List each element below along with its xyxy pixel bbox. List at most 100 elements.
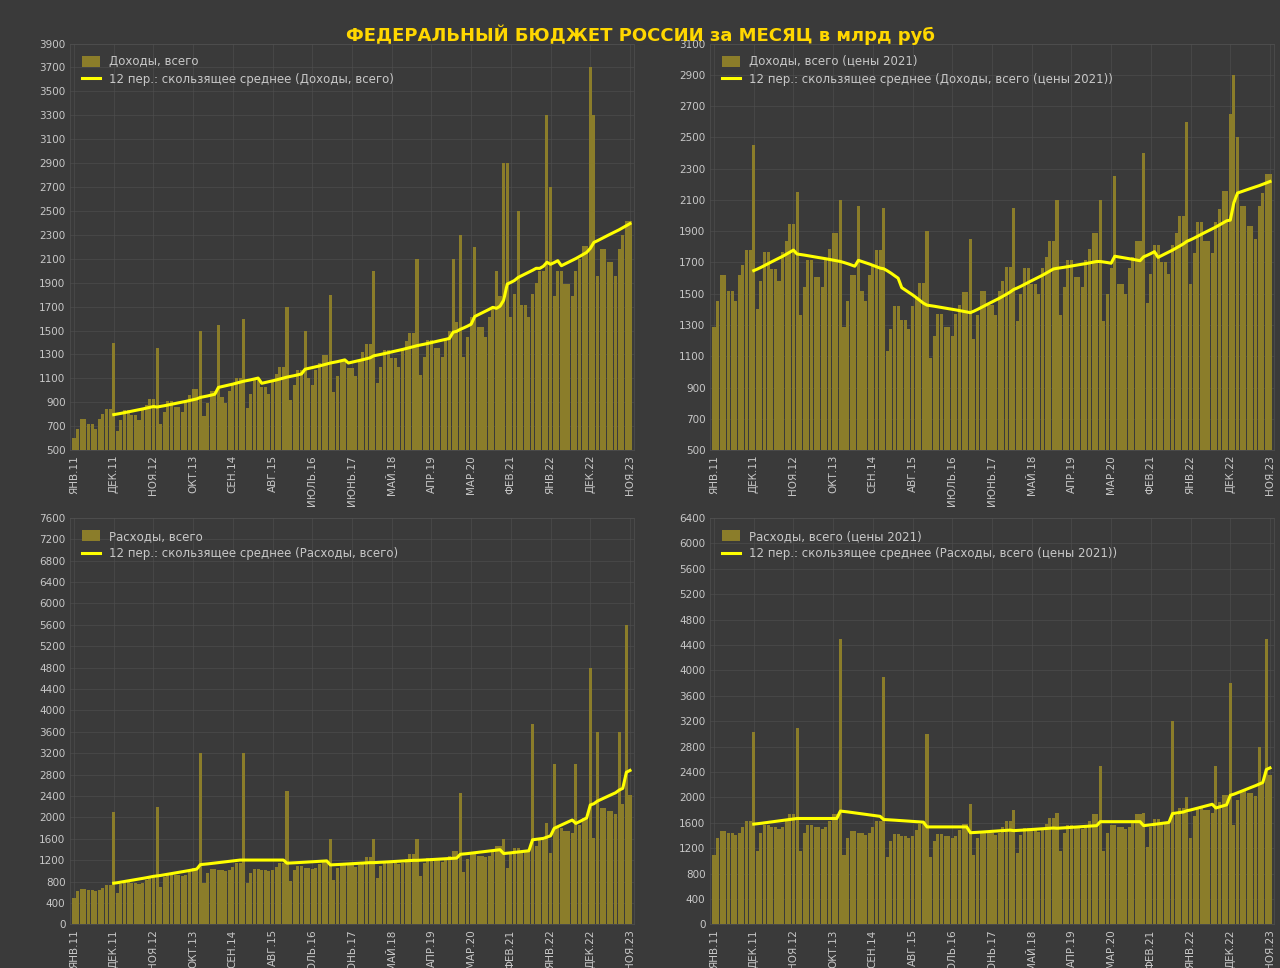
Text: ФЕДЕРАЛЬНЫЙ БЮДЖЕТ РОССИИ за МЕСЯЦ в млрд руб: ФЕДЕРАЛЬНЫЙ БЮДЖЕТ РОССИИ за МЕСЯЦ в млр… xyxy=(346,24,934,45)
Bar xyxy=(1066,825,1069,924)
Bar xyxy=(824,828,827,924)
Bar xyxy=(293,385,296,510)
Bar xyxy=(404,859,408,924)
Bar xyxy=(589,68,591,510)
Bar xyxy=(1157,245,1160,529)
Bar xyxy=(462,357,466,510)
Bar xyxy=(896,306,900,529)
Bar xyxy=(1193,816,1196,924)
Bar xyxy=(307,868,310,924)
Bar xyxy=(918,824,922,924)
Bar xyxy=(127,409,129,510)
Bar xyxy=(268,871,270,924)
Bar xyxy=(1124,294,1128,529)
Bar xyxy=(911,835,914,924)
Bar xyxy=(961,292,965,529)
Bar xyxy=(422,863,426,924)
Bar xyxy=(1056,813,1059,924)
Bar xyxy=(1254,239,1257,529)
Bar xyxy=(220,870,224,924)
Bar xyxy=(1019,294,1023,529)
Bar xyxy=(1019,835,1023,924)
Bar xyxy=(333,391,335,510)
Bar xyxy=(806,260,809,529)
Bar xyxy=(947,327,950,529)
Bar xyxy=(799,851,803,924)
Bar xyxy=(275,374,278,510)
Bar xyxy=(731,291,733,529)
Bar xyxy=(1217,802,1221,924)
Bar xyxy=(1106,294,1108,529)
Bar xyxy=(317,864,321,924)
Bar xyxy=(1135,241,1138,529)
Bar xyxy=(166,401,169,510)
Bar xyxy=(408,854,411,924)
Bar xyxy=(951,837,954,924)
Bar xyxy=(484,337,488,510)
Bar xyxy=(1076,277,1080,529)
Bar xyxy=(145,405,147,510)
Bar xyxy=(792,814,795,924)
Bar xyxy=(300,866,303,924)
Bar xyxy=(1070,825,1073,924)
Bar xyxy=(973,856,975,924)
Bar xyxy=(184,401,187,510)
Bar xyxy=(1016,321,1019,529)
Bar xyxy=(91,424,93,510)
Bar xyxy=(444,861,448,924)
Bar xyxy=(607,811,609,924)
Bar xyxy=(577,258,581,510)
Bar xyxy=(810,825,813,924)
Bar xyxy=(788,225,791,529)
Bar xyxy=(1062,832,1066,924)
Bar xyxy=(456,321,458,510)
Bar xyxy=(159,887,163,924)
Bar xyxy=(238,378,242,510)
Bar xyxy=(440,862,444,924)
Bar xyxy=(1239,790,1243,924)
Bar xyxy=(1009,821,1011,924)
Bar xyxy=(198,330,202,510)
Bar xyxy=(397,367,401,510)
Bar xyxy=(372,271,375,510)
Bar xyxy=(727,291,730,529)
Bar xyxy=(1171,245,1174,529)
Bar xyxy=(390,862,393,924)
Bar xyxy=(1268,173,1271,529)
Bar xyxy=(137,884,141,924)
Bar xyxy=(347,865,349,924)
Bar xyxy=(387,349,389,510)
Bar xyxy=(506,164,508,510)
Bar xyxy=(723,831,726,924)
Bar xyxy=(253,380,256,510)
Bar xyxy=(477,327,480,510)
Bar xyxy=(545,115,549,510)
Bar xyxy=(979,831,983,924)
Bar xyxy=(531,294,534,510)
Bar xyxy=(253,868,256,924)
Bar xyxy=(792,225,795,529)
Bar xyxy=(1009,266,1011,529)
Bar xyxy=(1203,810,1207,924)
Bar xyxy=(549,187,552,510)
Bar xyxy=(876,821,878,924)
Bar xyxy=(426,859,429,924)
Bar xyxy=(361,352,365,510)
Bar xyxy=(502,839,506,924)
Bar xyxy=(236,378,238,510)
Bar xyxy=(498,296,502,510)
Bar xyxy=(87,890,90,924)
Bar xyxy=(719,831,723,924)
Bar xyxy=(625,625,628,924)
Bar xyxy=(1164,822,1167,924)
Bar xyxy=(803,832,806,924)
Bar xyxy=(997,832,1001,924)
Bar xyxy=(152,400,155,510)
Bar xyxy=(1175,815,1178,924)
Bar xyxy=(397,864,401,924)
Bar xyxy=(820,287,824,529)
Bar xyxy=(1265,173,1268,529)
Bar xyxy=(767,253,769,529)
Bar xyxy=(1211,253,1213,529)
Bar xyxy=(289,400,292,510)
